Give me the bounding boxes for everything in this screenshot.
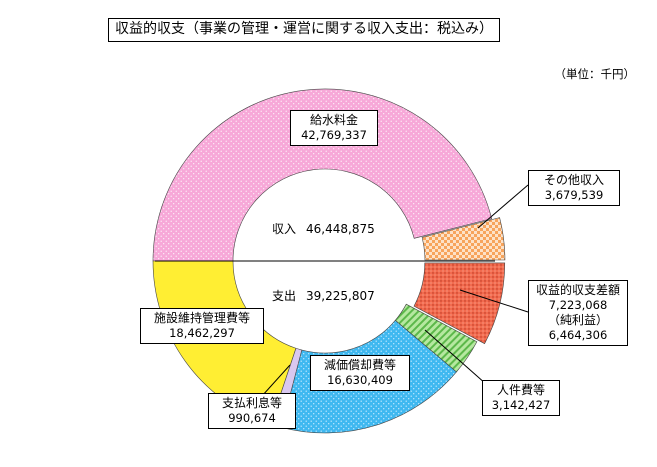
label-facility-maintenance-name: 施設維持管理費等 bbox=[153, 311, 250, 325]
label-interest-value: 990,674 bbox=[228, 411, 276, 425]
label-interest-name: 支払利息等 bbox=[221, 396, 282, 410]
label-personnel: 人件費等 3,142,427 bbox=[482, 380, 560, 416]
label-facility-maintenance: 施設維持管理費等 18,462,297 bbox=[140, 308, 264, 344]
income-center-label: 収入 46,448,875 bbox=[272, 220, 385, 237]
leader-surplus bbox=[459, 289, 529, 313]
unit-label: （単位：千円） bbox=[554, 67, 636, 81]
label-water-charges-value: 42,769,337 bbox=[301, 128, 367, 142]
label-facility-maintenance-value: 18,462,297 bbox=[169, 326, 235, 340]
label-surplus-value: 7,223,068 bbox=[548, 298, 608, 312]
income-slice-1 bbox=[421, 217, 506, 261]
label-water-charges: 給水料金 42,769,337 bbox=[290, 110, 378, 146]
leader-other-income bbox=[477, 184, 529, 229]
income-label: 収入 bbox=[272, 222, 297, 236]
label-net-profit-name: （純利益） bbox=[547, 313, 608, 327]
expense-slice-0 bbox=[413, 262, 506, 345]
expense-total: 39,225,807 bbox=[306, 289, 375, 303]
income-slice-0 bbox=[152, 88, 493, 262]
label-surplus-name: 収益的収支差額 bbox=[535, 283, 620, 297]
leader-interest bbox=[261, 364, 291, 397]
expense-center-label: 支出 39,225,807 bbox=[272, 287, 385, 304]
chart-title: 収益的収支（事業の管理・運営に関する収入支出：税込み） bbox=[108, 18, 500, 42]
label-depreciation-name: 減価償却費等 bbox=[323, 358, 396, 372]
label-other-income: その他収入 3,679,539 bbox=[528, 170, 620, 206]
income-total: 46,448,875 bbox=[306, 222, 375, 236]
expense-label: 支出 bbox=[272, 289, 297, 303]
label-depreciation: 減価償却費等 16,630,409 bbox=[310, 355, 410, 391]
leader-personnel bbox=[424, 329, 487, 385]
label-net-profit-value: 6,464,306 bbox=[548, 328, 608, 342]
label-personnel-value: 3,142,427 bbox=[491, 398, 551, 412]
label-depreciation-value: 16,630,409 bbox=[327, 373, 393, 387]
label-other-income-value: 3,679,539 bbox=[544, 188, 604, 202]
label-other-income-name: その他収入 bbox=[543, 173, 604, 187]
label-personnel-name: 人件費等 bbox=[496, 383, 545, 397]
label-water-charges-name: 給水料金 bbox=[309, 113, 358, 127]
label-surplus: 収益的収支差額 7,223,068 （純利益） 6,464,306 bbox=[528, 280, 628, 346]
label-interest: 支払利息等 990,674 bbox=[208, 393, 296, 429]
